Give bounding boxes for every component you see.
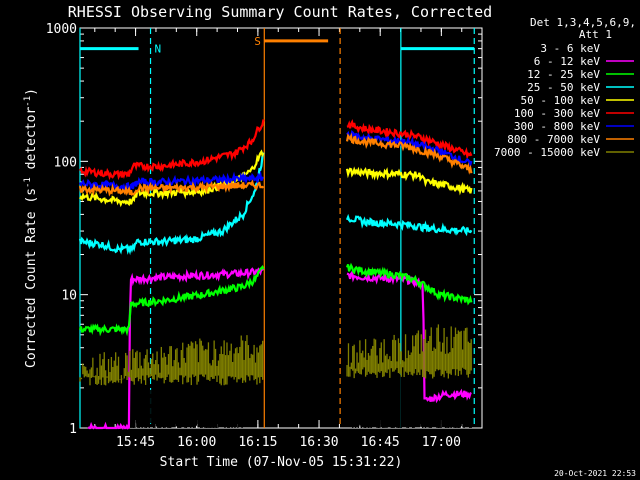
series-25-50-kev-line-a (78, 152, 265, 256)
y-axis-label: Corrected Count Rate (s-1 detector-1) (23, 88, 39, 368)
x-tick-label: 17:00 (422, 435, 461, 450)
series-25-50-kev-line-b (345, 213, 473, 237)
legend-label: 100 - 300 keV (514, 107, 600, 120)
series-12-25-kev-line-b (345, 262, 473, 306)
legend-label: 12 - 25 keV (527, 68, 600, 81)
y-tick-label: 1 (69, 422, 77, 437)
legend-label: 300 - 800 keV (514, 120, 600, 133)
series-7000-15000-kev-line-b (346, 324, 472, 379)
series-12-25-kev-line-a (78, 265, 265, 337)
x-tick-label: 16:30 (299, 435, 338, 450)
legend-label: 7000 - 15000 keV (494, 146, 600, 159)
legend-label: 50 - 100 keV (521, 94, 601, 107)
series-800-7000-kev-line-b (345, 132, 473, 175)
saa-label: S (254, 35, 261, 48)
chart-title: RHESSI Observing Summary Count Rates, Co… (68, 3, 492, 21)
series-100-300-kev-line-b (346, 119, 473, 160)
night-label: N (155, 43, 162, 56)
legend-label: 6 - 12 keV (534, 55, 601, 68)
series-6-12-kev-line-b (346, 269, 472, 404)
y-tick-label: 1000 (46, 22, 77, 37)
x-tick-label: 16:15 (238, 435, 277, 450)
legend-header-detectors: Det 1,3,4,5,6,9, (530, 16, 636, 29)
y-tick-label: 10 (61, 289, 77, 304)
series-6-12-kev-line-a (87, 267, 265, 430)
legend-label: 800 - 7000 keV (507, 133, 600, 146)
y-tick-label: 100 (54, 155, 77, 170)
series-100-300-kev-line-a (79, 119, 265, 181)
legend-header-attenuator: Att 1 (579, 28, 612, 41)
x-tick-label: 15:45 (116, 435, 155, 450)
legend-label: 3 - 6 keV (540, 42, 600, 55)
footer-timestamp: 20-Oct-2021 22:53 (554, 469, 636, 478)
series-3-6-kev-line-a (120, 359, 243, 428)
series-50-100-kev-line-b (345, 166, 473, 196)
x-tick-label: 16:45 (361, 435, 400, 450)
series-3-6-kev-line-b (346, 358, 472, 428)
series-800-7000-kev-line-a (78, 179, 265, 197)
legend-label: 25 - 50 keV (527, 81, 600, 94)
series-300-800-kev-line-a (78, 170, 264, 193)
plot-area: NS (78, 28, 475, 430)
series-7000-15000-kev-line-a (79, 335, 264, 386)
x-tick-label: 16:00 (177, 435, 216, 450)
x-axis-label: Start Time (07-Nov-05 15:31:22) (160, 455, 403, 470)
